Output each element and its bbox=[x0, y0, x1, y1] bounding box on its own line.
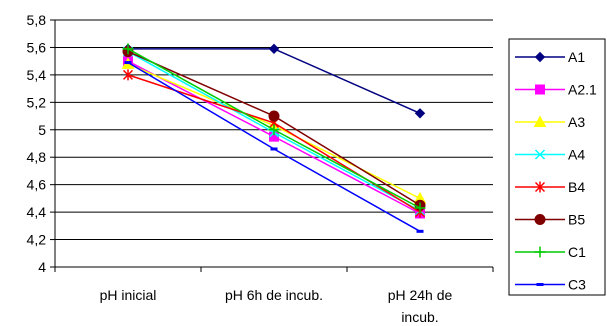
legend-label: C1 bbox=[568, 244, 586, 260]
data-point bbox=[414, 202, 426, 214]
legend-label: B5 bbox=[568, 212, 585, 228]
x-tick-label: pH inicial bbox=[100, 287, 157, 303]
legend-label: A2.1 bbox=[568, 82, 597, 98]
y-tick-label: 4,4 bbox=[27, 204, 47, 220]
data-point bbox=[124, 61, 132, 65]
y-tick-label: 4,6 bbox=[27, 177, 47, 193]
x-tick-label: pH 6h de incub. bbox=[225, 287, 323, 303]
legend-item: C1 bbox=[515, 244, 586, 260]
legend-marker bbox=[534, 149, 546, 160]
legend-box bbox=[508, 38, 606, 296]
data-point bbox=[122, 43, 134, 55]
series-line bbox=[127, 74, 421, 213]
series-line bbox=[128, 48, 421, 114]
legend-marker bbox=[534, 214, 546, 225]
legend-label: A3 bbox=[568, 114, 585, 130]
legend-marker bbox=[534, 51, 546, 63]
y-tick-label: 4 bbox=[38, 259, 46, 275]
x-tick-label: incub. bbox=[401, 309, 438, 325]
y-tick-label: 4,2 bbox=[27, 232, 47, 248]
series-c1 bbox=[122, 43, 426, 214]
legend-label: C3 bbox=[568, 277, 586, 293]
legend-marker bbox=[535, 84, 545, 95]
series-b4 bbox=[122, 69, 426, 218]
data-point bbox=[268, 110, 280, 122]
legend-item: A2.1 bbox=[515, 82, 597, 98]
legend: A1 A2.1 A3 A4 B4 B5 C1 C3 bbox=[508, 38, 606, 296]
data-point bbox=[270, 147, 278, 151]
axes: 4 4,2 4,4 4,6 4,8 5 5,2 5,4 5,6 5,8 pH inicial pH 6… bbox=[27, 12, 494, 325]
y-tick-label: 5,6 bbox=[27, 39, 47, 55]
legend-label: B4 bbox=[568, 179, 585, 195]
series-c3 bbox=[124, 61, 424, 233]
y-tick-label: 5 bbox=[38, 122, 46, 138]
legend-label: A4 bbox=[568, 147, 585, 163]
legend-item: A3 bbox=[515, 114, 585, 130]
legend-marker bbox=[533, 115, 547, 127]
data-point bbox=[122, 69, 134, 81]
legend-item: B4 bbox=[515, 179, 585, 195]
y-tick-label: 5,4 bbox=[27, 67, 47, 83]
legend-item: B5 bbox=[515, 212, 585, 228]
data-point bbox=[416, 229, 424, 233]
series-line bbox=[127, 61, 421, 232]
legend-item: A1 bbox=[515, 49, 585, 65]
y-tick-label: 4,8 bbox=[27, 149, 47, 165]
legend-marker bbox=[534, 246, 546, 258]
y-tick-label: 5,2 bbox=[27, 94, 47, 110]
series bbox=[121, 43, 427, 233]
legend-marker bbox=[534, 181, 546, 193]
data-point bbox=[268, 43, 280, 55]
data-point bbox=[414, 108, 426, 119]
legend-label: A1 bbox=[568, 49, 585, 65]
legend-marker bbox=[536, 283, 544, 286]
legend-item: C3 bbox=[515, 277, 586, 293]
y-tick-label: 5,8 bbox=[27, 12, 47, 28]
legend-item: A4 bbox=[515, 147, 585, 163]
data-point bbox=[268, 124, 280, 136]
x-tick-label: pH 24h de bbox=[388, 287, 453, 303]
